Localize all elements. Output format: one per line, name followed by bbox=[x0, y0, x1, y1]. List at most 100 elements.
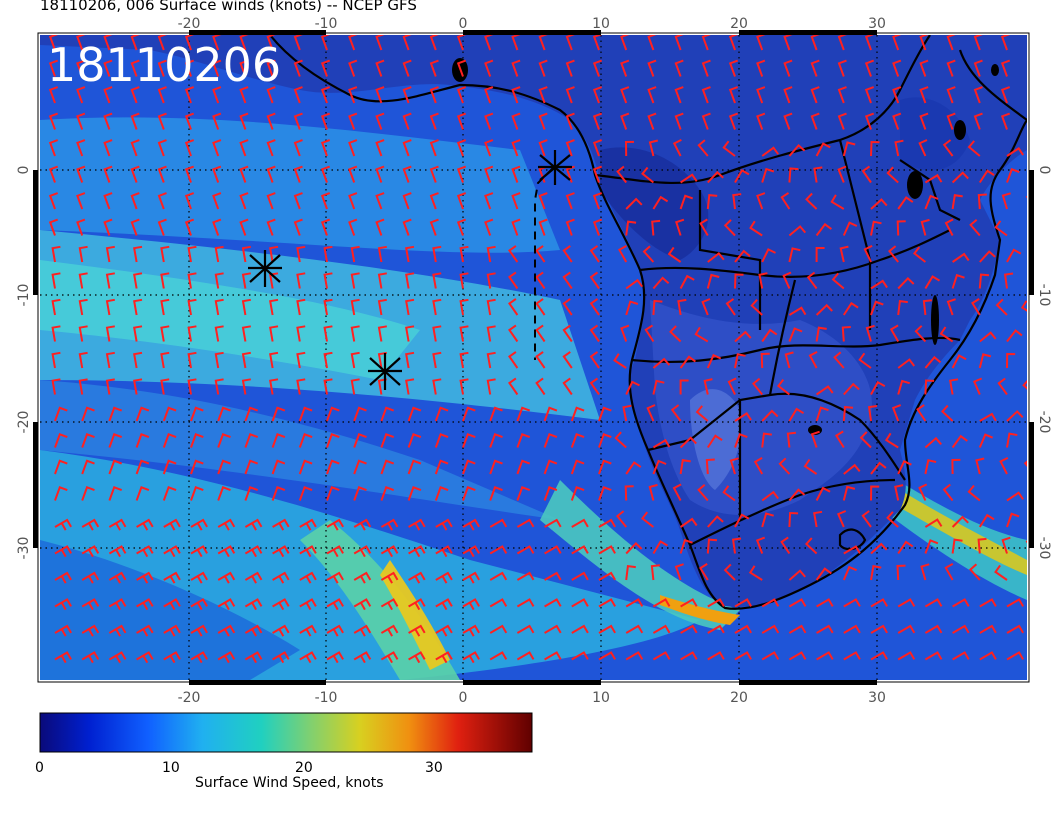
wind-barb bbox=[896, 220, 906, 236]
wind-barb bbox=[162, 486, 177, 501]
wind-barb bbox=[462, 598, 480, 611]
wind-barb bbox=[484, 218, 494, 236]
svg-text:0: 0 bbox=[459, 16, 468, 32]
wind-barb bbox=[48, 86, 59, 104]
wind-barb bbox=[271, 459, 286, 475]
wind-barb bbox=[725, 298, 736, 316]
wind-barb bbox=[299, 571, 317, 584]
wind-barb bbox=[163, 624, 181, 637]
wind-barb bbox=[919, 35, 929, 51]
wind-barb bbox=[350, 351, 360, 369]
wind-barb bbox=[701, 112, 711, 130]
wind-barb bbox=[407, 406, 422, 422]
wind-barb bbox=[870, 279, 888, 290]
wind-barb bbox=[946, 298, 956, 316]
wind-barb bbox=[535, 351, 546, 369]
wind-barb bbox=[1006, 168, 1020, 183]
wind-barb bbox=[108, 651, 127, 664]
wind-barb bbox=[667, 246, 682, 263]
wind-barb bbox=[511, 35, 521, 51]
wind-barb bbox=[870, 140, 880, 157]
wind-barb bbox=[272, 598, 290, 611]
wind-barb bbox=[973, 35, 983, 51]
wind-barb bbox=[163, 651, 181, 664]
wind-barb bbox=[190, 571, 208, 584]
wind-barb bbox=[815, 247, 825, 262]
wind-barb bbox=[516, 598, 535, 608]
wind-barb bbox=[971, 298, 981, 316]
wind-barb bbox=[924, 651, 943, 661]
wind-barb bbox=[973, 59, 983, 77]
wind-barb bbox=[565, 218, 575, 236]
wind-barb bbox=[78, 245, 88, 263]
wind-barb bbox=[133, 272, 143, 289]
wind-barb bbox=[76, 35, 86, 51]
wind-barb bbox=[647, 112, 657, 130]
wind-barb bbox=[133, 378, 143, 395]
wind-barb bbox=[1001, 536, 1011, 554]
wind-barb bbox=[804, 537, 818, 555]
wind-barb bbox=[535, 298, 546, 316]
wind-barb bbox=[731, 537, 742, 554]
wind-barb bbox=[163, 571, 181, 584]
wind-barb bbox=[266, 218, 276, 236]
wind-barb bbox=[695, 405, 709, 422]
wind-barb bbox=[48, 139, 59, 157]
wind-barb bbox=[187, 272, 197, 289]
wind-barb bbox=[652, 357, 671, 369]
wind-barb bbox=[1000, 35, 1011, 51]
wind-barb bbox=[217, 406, 231, 422]
wind-barb bbox=[516, 459, 531, 475]
wind-barb bbox=[870, 565, 882, 581]
wind-barb bbox=[922, 299, 933, 316]
wind-barb bbox=[136, 518, 154, 531]
wind-barb bbox=[320, 59, 331, 77]
wind-barb bbox=[432, 272, 442, 289]
wind-barb bbox=[380, 598, 399, 611]
wind-barb bbox=[942, 139, 954, 157]
wind-barb bbox=[241, 378, 251, 395]
wind-barb bbox=[815, 222, 832, 237]
wind-barb bbox=[353, 545, 372, 558]
wind-barb bbox=[944, 218, 954, 236]
wind-barb bbox=[565, 59, 575, 77]
wind-barb bbox=[734, 353, 746, 369]
coastlines bbox=[269, 35, 1027, 610]
wind-barb bbox=[326, 518, 344, 531]
wind-barb bbox=[217, 651, 236, 664]
wind-barb bbox=[402, 192, 412, 210]
wind-barb bbox=[402, 139, 412, 157]
wind-barb bbox=[788, 143, 806, 157]
wind-barb bbox=[939, 326, 954, 343]
wind-barb bbox=[377, 325, 387, 342]
wind-barb bbox=[157, 218, 167, 236]
wind-barb bbox=[543, 406, 558, 422]
wind-barb bbox=[728, 59, 739, 77]
wind-barb bbox=[760, 352, 770, 369]
wind-barb bbox=[892, 35, 902, 51]
wind-barb bbox=[761, 512, 774, 528]
wind-barb bbox=[652, 438, 671, 449]
wind-barb bbox=[516, 486, 531, 501]
wind-barb bbox=[408, 598, 426, 611]
wind-barb bbox=[761, 624, 780, 634]
wind-barb bbox=[896, 564, 906, 581]
wind-barb bbox=[952, 598, 970, 608]
wind-barb bbox=[589, 351, 600, 369]
wind-barb bbox=[722, 140, 736, 157]
wind-barb bbox=[977, 537, 987, 554]
wind-barb bbox=[924, 539, 939, 554]
svg-text:-20: -20 bbox=[178, 16, 201, 32]
wind-barb bbox=[975, 457, 985, 475]
wind-barb bbox=[266, 165, 276, 183]
wind-barb bbox=[864, 59, 875, 77]
wind-barb bbox=[326, 459, 340, 475]
wind-barb bbox=[1034, 653, 1050, 660]
wind-barb bbox=[1006, 491, 1024, 502]
wind-barb bbox=[162, 406, 177, 422]
wind-barb bbox=[429, 218, 439, 236]
wind-barb bbox=[405, 272, 415, 289]
wind-barb bbox=[761, 490, 779, 502]
wind-barb bbox=[405, 245, 415, 263]
wind-barb bbox=[130, 139, 140, 157]
